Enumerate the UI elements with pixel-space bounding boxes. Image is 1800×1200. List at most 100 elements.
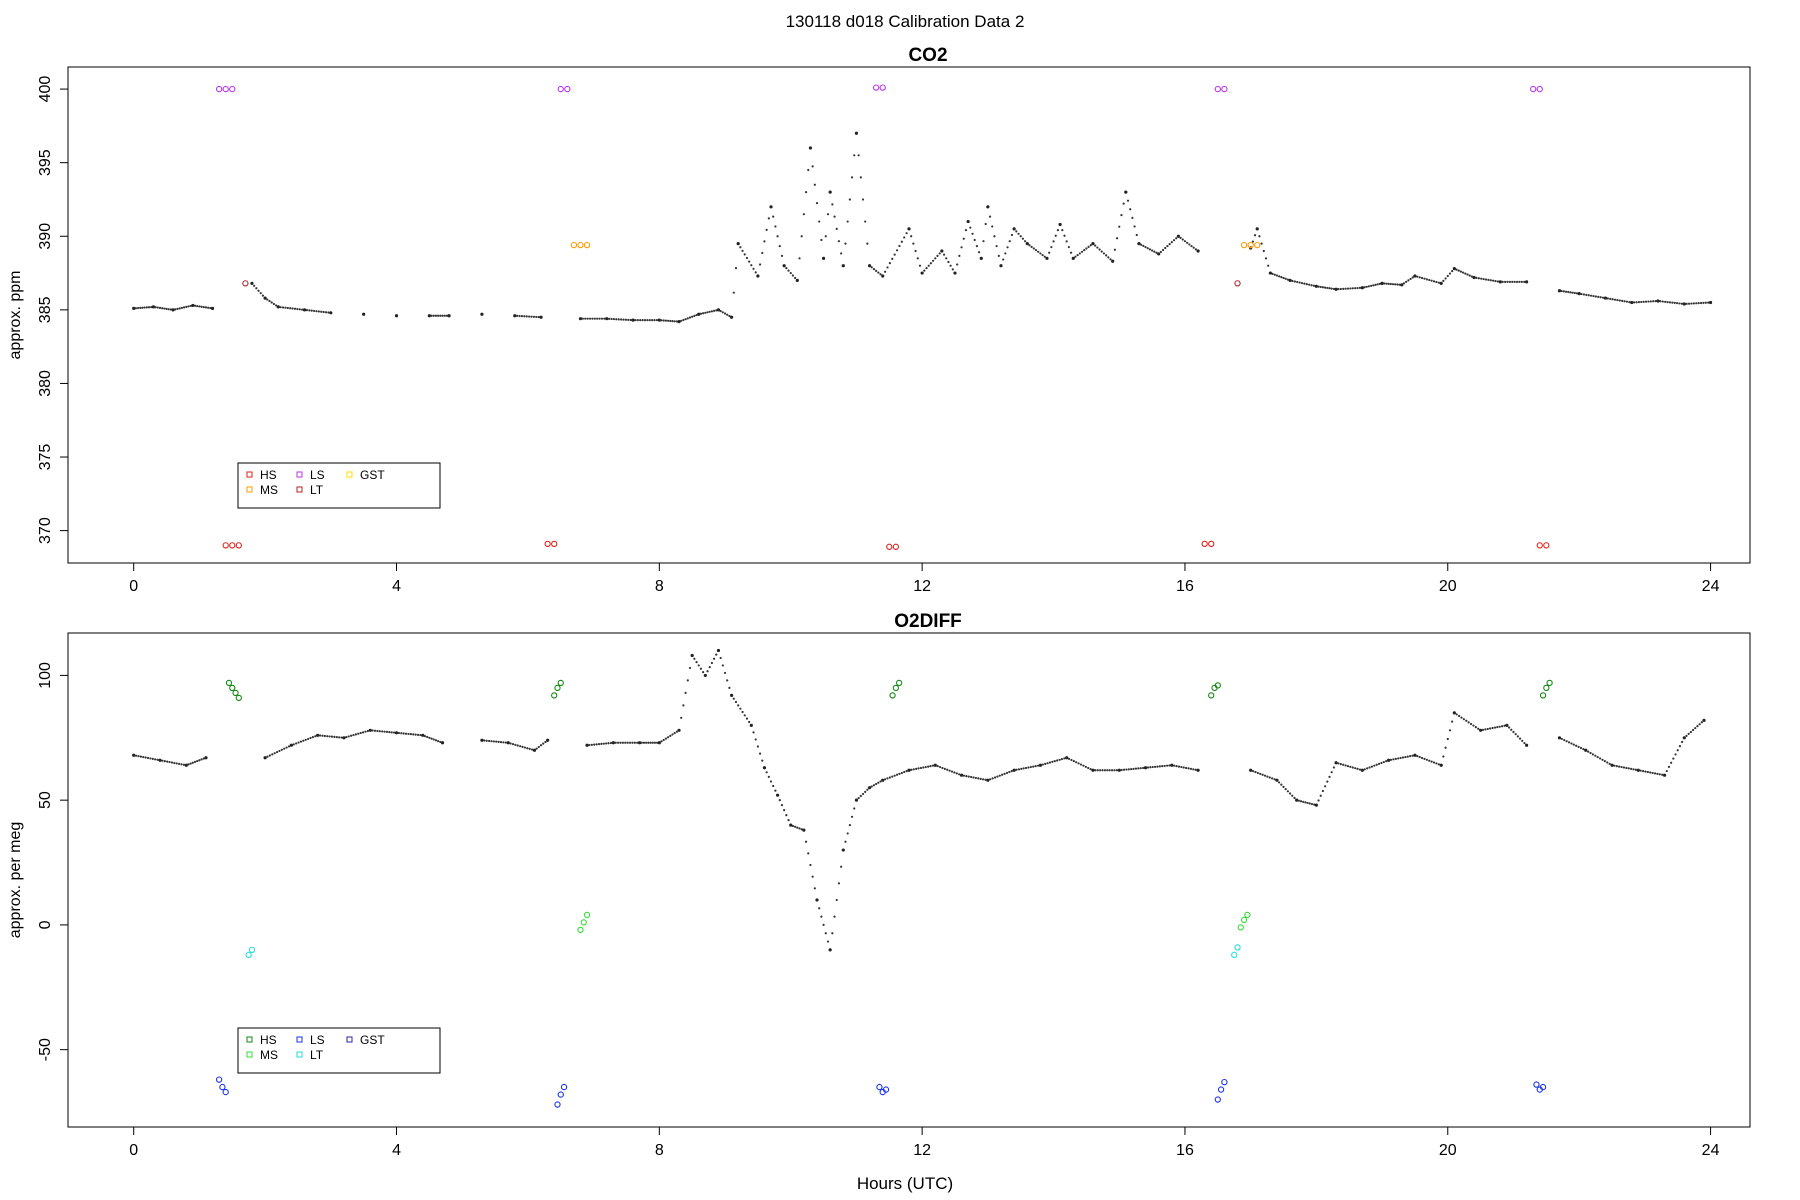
co2-trace-point [800,235,803,238]
o2diff-trace-point [1570,742,1573,745]
o2diff-lt-point [1234,944,1241,951]
o2diff-trace-point [593,743,596,746]
co2-trace-point [1644,300,1648,303]
o2diff-trace-point [156,758,159,761]
co2-ylabel: approx. ppm [7,271,24,360]
co2-trace-point [1308,283,1311,286]
o2diff-trace-point [361,731,365,734]
co2-trace-point [1100,250,1103,253]
co2-trace-point [942,253,946,256]
co2-trace-point [627,318,630,321]
co2-trace-point [708,310,711,313]
co2-trace-point [1446,274,1449,278]
o2diff-hs-point [895,679,903,687]
co2-hs-point [229,542,236,549]
o2diff-trace-point [1618,765,1621,768]
o2diff-calibration-series [215,679,1553,1108]
co2-trace-point [1697,302,1700,305]
co2-trace-point [673,320,676,323]
co2-trace-point [1425,278,1428,281]
o2diff-trace-point [1682,736,1686,740]
co2-trace-point [210,306,215,310]
o2diff-trace-point [526,747,529,750]
co2-trace-point [1582,293,1586,296]
o2diff-trace-point [996,775,999,778]
o2diff-trace-point [1127,768,1130,771]
co2-trace-point [191,303,195,308]
o2diff-trace-point [1425,758,1428,761]
co2-legend-label-ms: MS [260,483,278,497]
o2diff-trace-point [1501,725,1504,728]
co2-trace-point [1319,285,1322,289]
o2diff-trace-point [499,740,503,744]
co2-trace-point [778,244,781,248]
co2-ms-point [583,241,591,249]
o2diff-trace-point [142,755,145,759]
o2diff-trace-point [867,786,872,790]
co2-trace-point [1124,190,1128,194]
co2-trace-point [1494,279,1497,283]
co2-trace-point [1310,284,1313,287]
o2diff-trace-point [959,773,964,777]
o2diff-trace-point [794,825,797,828]
co2-trace-point [1391,283,1395,286]
co2-trace-point [1671,301,1674,304]
co2-ls-point [1214,85,1221,93]
o2diff-trace-point [514,743,517,746]
o2diff-hs-point [229,684,236,692]
co2-trace-point [1468,274,1471,277]
o2diff-trace-point [775,793,780,797]
o2diff-trace-point [1099,769,1102,772]
o2diff-trace-point [1380,761,1383,765]
co2-trace-point [1058,222,1062,227]
o2diff-trace-point [177,762,181,765]
o2diff-trace-point [605,742,608,745]
o2diff-trace-point [1469,722,1473,726]
o2diff-trace-point [137,755,140,758]
o2diff-legend-marker-lt [296,1051,303,1058]
co2-trace-point [636,319,639,322]
co2-trace-point [1695,302,1698,305]
o2diff-trace-point [1608,762,1611,765]
co2-trace-point [315,310,318,313]
o2diff-trace-point [609,741,613,745]
co2-trace-point [1416,275,1419,278]
o2diff-trace-point [390,731,393,734]
o2diff-trace-point [824,932,827,935]
co2-trace-point [1606,297,1609,300]
o2diff-legend-marker-gst [346,1036,353,1043]
co2-trace-point [1420,276,1424,280]
o2diff-trace-point [170,761,174,764]
co2-trace-point [1192,246,1195,249]
co2-trace-point [1428,278,1431,282]
o2diff-trace-point [1694,726,1697,730]
co2-trace-point [923,269,926,272]
co2-trace-point [1056,229,1060,232]
co2-trace-point [1480,277,1483,280]
o2diff-trace-point [1072,760,1075,763]
co2-trace-point [1398,283,1401,286]
o2diff-trace-point [716,648,721,653]
co2-trace-point [1407,279,1410,282]
o2diff-trace-point [1005,771,1009,775]
co2-trace-point [861,198,865,201]
co2-trace-point [918,264,922,267]
co2-trace-point [394,314,399,318]
co2-trace-point [888,262,891,265]
co2-trace-point [185,305,188,309]
o2diff-trace-point [820,915,823,918]
co2-y-tick-label: 375 [37,444,54,471]
o2diff-trace-point [263,756,267,760]
co2-trace-point [312,309,316,313]
co2-trace-point [1170,241,1173,244]
co2-trace-point [730,315,734,319]
co2-trace-point [1405,280,1408,283]
co2-trace-point [279,306,282,309]
o2diff-trace-point [1306,801,1309,805]
o2diff-trace-point [749,723,753,727]
co2-trace-point [520,315,524,318]
o2diff-trace-point [1082,764,1085,767]
co2-trace-point [1346,287,1350,290]
o2diff-trace-point [544,740,547,744]
o2diff-trace-point [357,732,360,735]
